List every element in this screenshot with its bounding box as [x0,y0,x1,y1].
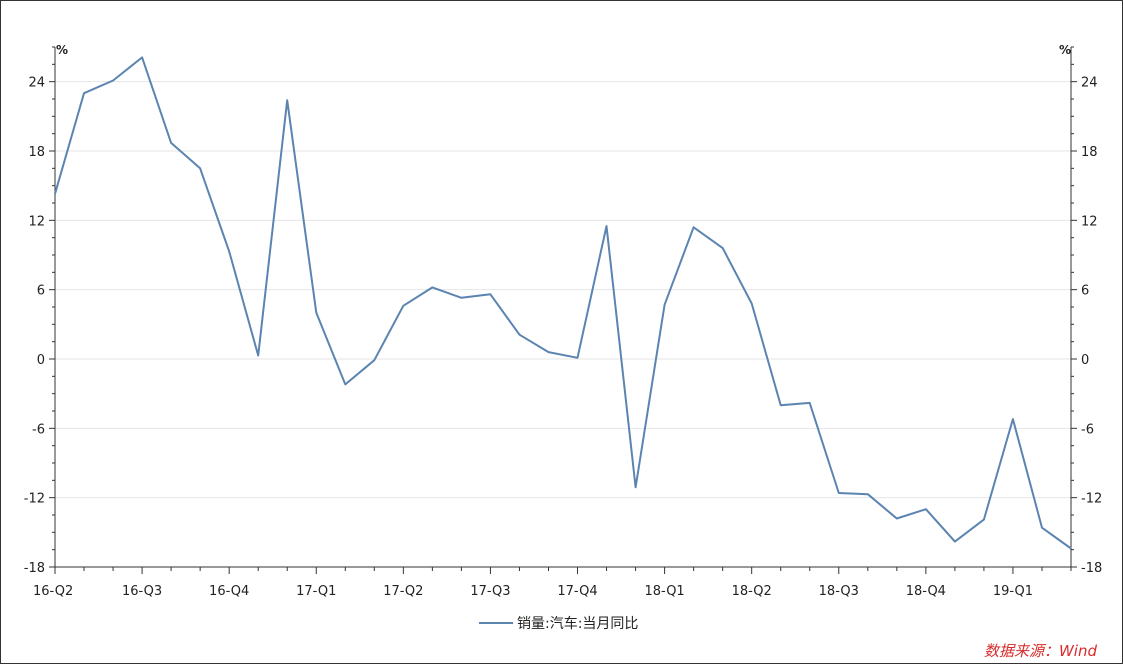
y-tick-label-left: 6 [37,284,45,299]
y-tick-label-left: 24 [28,76,45,91]
gridlines [55,81,1071,499]
series-layer [54,56,1072,550]
source-note: 数据来源：Wind [984,642,1098,660]
x-tick-label: 17-Q3 [470,584,510,599]
y-tick-label-right: 18 [1081,145,1098,160]
x-tick-label: 18-Q4 [906,584,946,599]
axes [49,46,1077,574]
x-tick-label: 17-Q4 [557,584,597,599]
legend-label: 销量:汽车:当月同比 [517,615,638,632]
y-tick-label-left: -18 [24,561,45,576]
x-tick-label: 16-Q4 [209,584,249,599]
y-tick-label-right: 0 [1081,353,1089,368]
y-tick-label-right: 12 [1081,214,1098,229]
series-line [54,56,1072,550]
y-tick-label-right: 24 [1081,76,1098,91]
x-tick-label: 16-Q2 [33,584,73,599]
x-tick-label: 16-Q3 [122,584,162,599]
x-tick-label: 18-Q2 [732,584,772,599]
x-tick-label: 19-Q1 [993,584,1033,599]
y-tick-label-right: -18 [1081,561,1102,576]
y-tick-label-left: 0 [37,353,45,368]
y-axis-right-unit: % [1059,43,1071,57]
y-tick-label-right: 6 [1081,284,1089,299]
x-tick-label: 17-Q1 [296,584,336,599]
y-tick-label-left: -6 [32,422,45,437]
x-tick-label: 17-Q2 [383,584,423,599]
y-tick-label-left: 18 [28,145,45,160]
y-tick-label-right: -6 [1081,422,1094,437]
y-tick-label-left: 12 [28,214,45,229]
legend: 销量:汽车:当月同比 [479,615,638,632]
tick-labels: -18 -18 -12 -12 -6 -6 0 0 6 6 12 12 18 18 24 24 16-Q2 16-… [24,76,1102,599]
y-axis-left-unit: % [56,43,68,57]
y-tick-label-right: -12 [1081,492,1102,507]
x-tick-label: 18-Q1 [644,584,684,599]
y-tick-label-left: -12 [24,492,45,507]
x-tick-label: 18-Q3 [819,584,859,599]
